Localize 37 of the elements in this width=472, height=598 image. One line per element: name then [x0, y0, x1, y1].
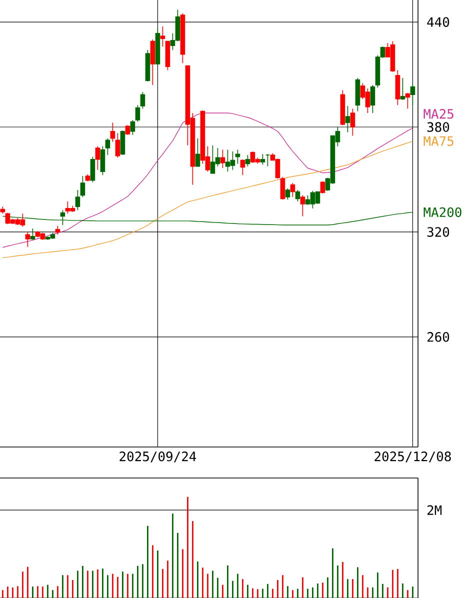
- series-label: MA75: [424, 136, 454, 146]
- y-tick-label: 320: [427, 227, 450, 237]
- candlestick: [195, 138, 200, 167]
- candlestick: [85, 174, 90, 182]
- candlestick: [160, 26, 166, 47]
- candlestick: [410, 82, 416, 106]
- candlestick: [105, 138, 110, 156]
- candlestick: [110, 122, 116, 142]
- candlestick: [130, 120, 136, 136]
- x-tick-label: 2025/12/08: [374, 452, 451, 462]
- candlestick: [405, 92, 410, 110]
- candlestick: [245, 154, 250, 167]
- x-tick-label: 2025/09/24: [120, 452, 196, 462]
- y-tick-label: 440: [427, 17, 450, 27]
- candlestick: [55, 225, 60, 235]
- candlestick: [140, 92, 146, 110]
- series-label: MA25: [424, 108, 454, 119]
- candlestick: [75, 190, 80, 211]
- candlestick: [300, 194, 306, 217]
- y-tick-label: 380: [427, 122, 450, 132]
- candlestick: [95, 146, 100, 170]
- candlestick: [30, 228, 36, 240]
- y-tick-label: 2M: [427, 505, 442, 515]
- candlestick: [350, 108, 356, 136]
- candlestick: [345, 106, 350, 133]
- y-tick-label: 260: [427, 332, 450, 342]
- candlestick: [220, 149, 226, 169]
- candlestick: [285, 188, 290, 200]
- candlestick: [25, 232, 30, 248]
- candlestick: [265, 154, 270, 167]
- candlestick: [235, 149, 240, 164]
- candlestick: [0, 206, 6, 214]
- candlestick: [115, 132, 120, 158]
- candlestick: [400, 78, 406, 100]
- candlestick: [260, 154, 266, 166]
- candlestick: [125, 124, 130, 136]
- series-label: MA200: [424, 207, 462, 218]
